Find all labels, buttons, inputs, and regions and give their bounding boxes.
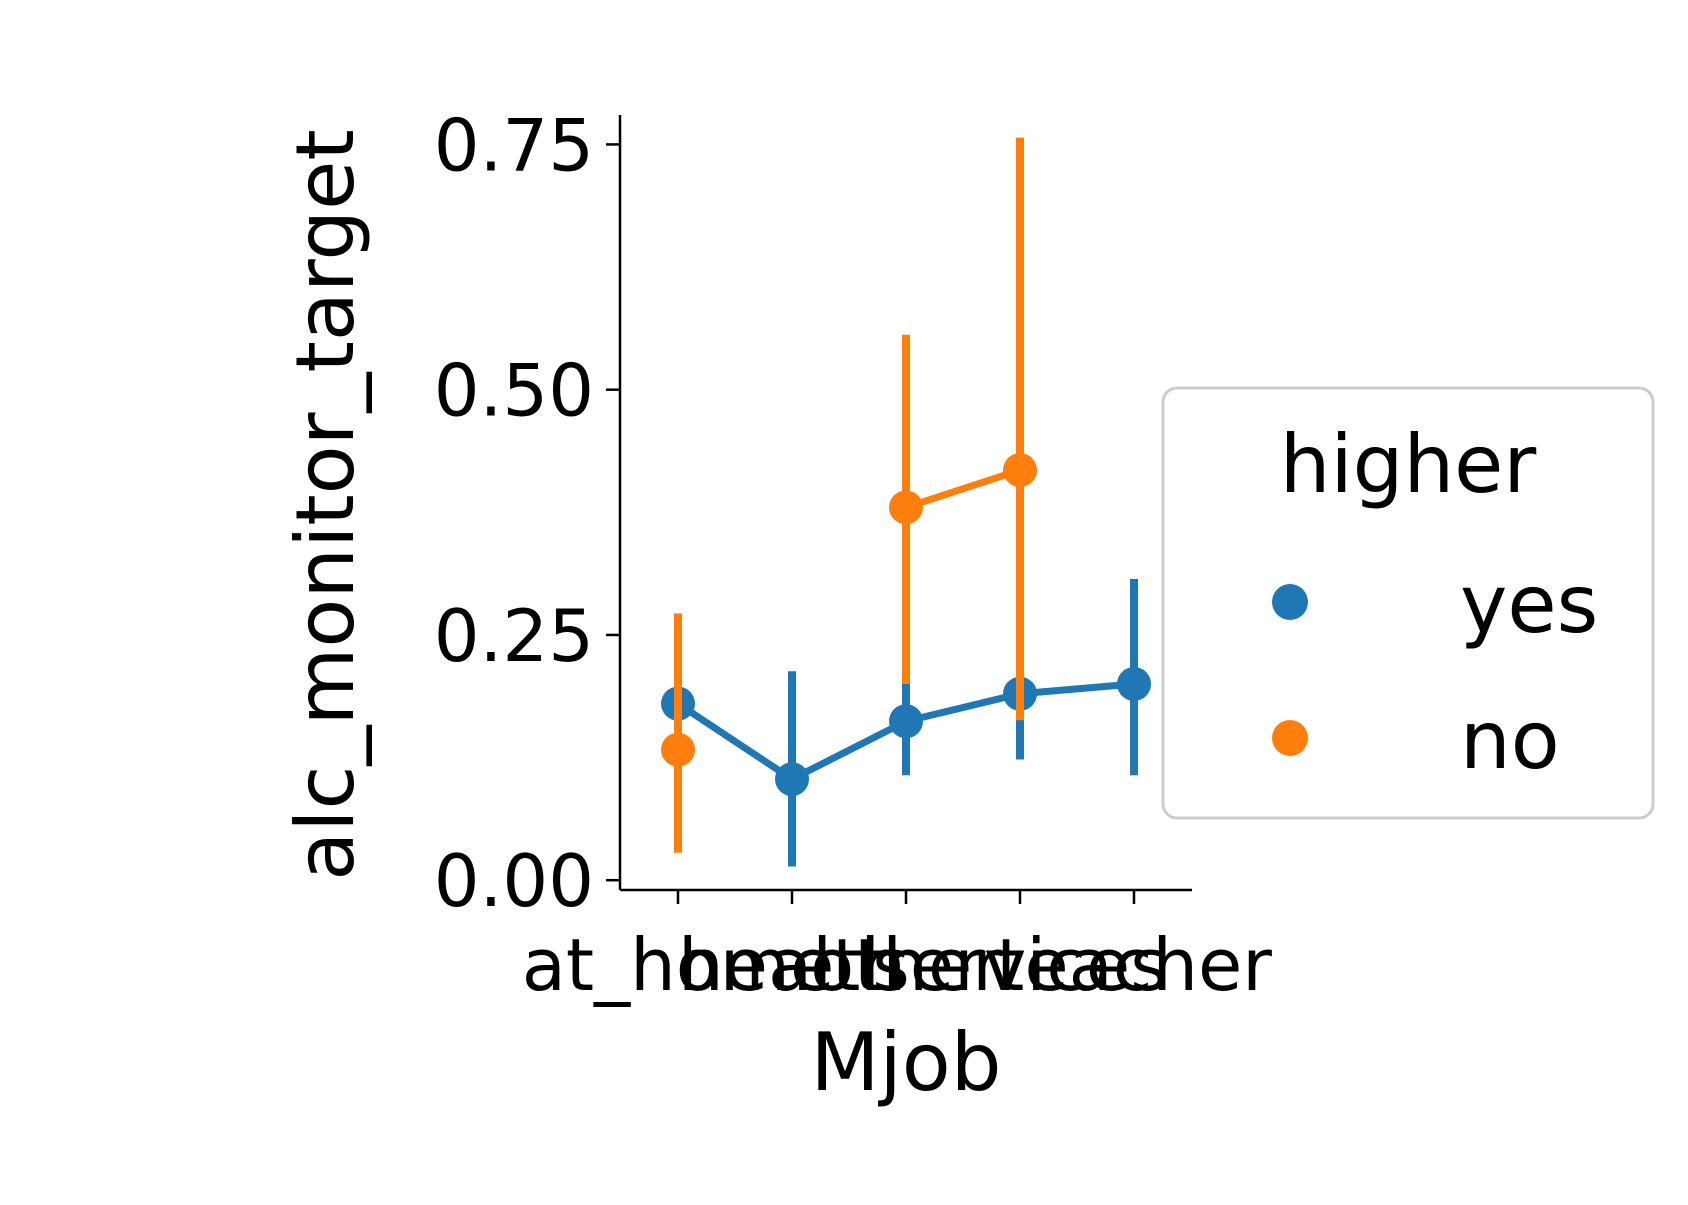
y-tick-label: 0.00 xyxy=(434,839,594,923)
y-tick-label: 0.75 xyxy=(434,103,594,187)
plot-area xyxy=(661,137,1151,867)
axes: 0.00 0.25 0.50 0.75 at_homehealthotherservic… xyxy=(434,103,1273,1007)
legend-marker-no xyxy=(1272,720,1308,756)
point-no-services xyxy=(1003,453,1037,488)
legend-title: higher xyxy=(1280,418,1537,511)
series-no xyxy=(661,137,1037,853)
series-line-no xyxy=(902,466,1024,511)
series-yes xyxy=(661,579,1151,867)
series-line-yes xyxy=(902,690,1024,725)
point-yes-other xyxy=(889,704,923,739)
x-axis-title: Mjob xyxy=(811,1016,1002,1109)
legend-item-yes: yes xyxy=(1272,558,1598,651)
x-tick-label: teacher xyxy=(996,923,1272,1007)
legend: higher yes no xyxy=(1161,386,1655,820)
y-tick-label: 0.25 xyxy=(434,594,594,678)
legend-marker-yes xyxy=(1272,584,1308,620)
legend-label-yes: yes xyxy=(1460,558,1598,651)
y-tick-label: 0.50 xyxy=(434,349,594,433)
point-no-at_home xyxy=(661,732,695,767)
x-tick-label: at_home xyxy=(522,923,834,1007)
y-axis-title: alc_monitor_target xyxy=(279,129,372,880)
legend-item-no: no xyxy=(1272,694,1560,787)
point-yes-teacher xyxy=(1117,666,1151,701)
series-line-yes xyxy=(674,700,796,783)
legend-items: yes no xyxy=(1272,558,1598,787)
legend-label-no: no xyxy=(1460,694,1560,787)
x-tick-label: services xyxy=(872,923,1167,1007)
point-yes-health xyxy=(775,762,809,797)
legend-frame xyxy=(1161,386,1655,820)
point-no-other xyxy=(889,490,923,525)
series-line-yes xyxy=(1016,680,1138,698)
x-tick-label: health xyxy=(678,923,906,1007)
series-line-yes xyxy=(788,717,910,783)
x-tick-label: other xyxy=(810,923,1002,1007)
